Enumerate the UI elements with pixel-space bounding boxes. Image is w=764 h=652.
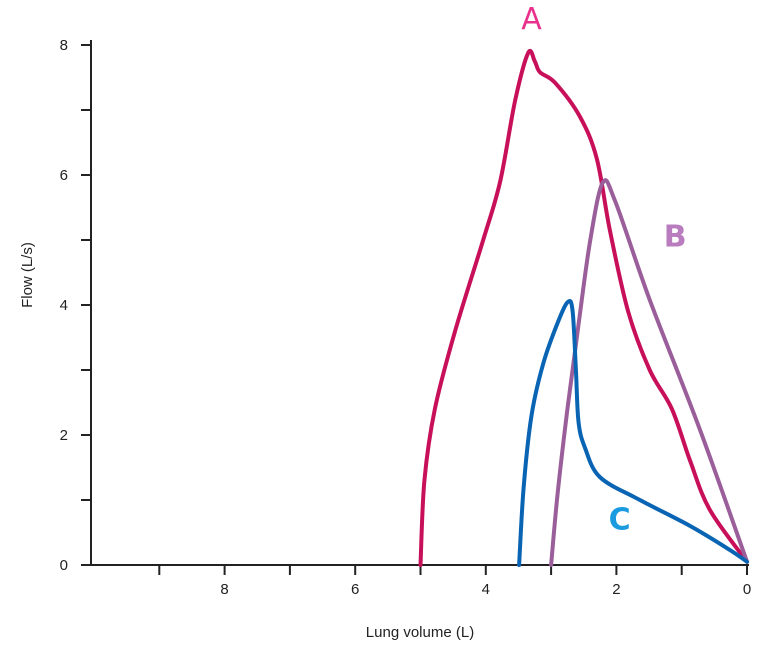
y-tick-label: 2 bbox=[60, 427, 68, 444]
curve-b bbox=[549, 178, 749, 567]
curve-a bbox=[418, 48, 749, 567]
curve-c bbox=[517, 299, 749, 567]
x-tick-label: 0 bbox=[743, 581, 751, 598]
curve-label-c: C bbox=[609, 502, 631, 537]
y-tick-label: 6 bbox=[60, 167, 68, 184]
y-axis-label: Flow (L/s) bbox=[19, 242, 36, 308]
curve-label-a: A bbox=[521, 2, 542, 37]
x-tick-label: 4 bbox=[482, 581, 490, 598]
y-tick-label: 4 bbox=[60, 297, 68, 314]
curve-label-b: B bbox=[664, 220, 687, 255]
y-tick-label: 0 bbox=[60, 557, 68, 574]
curves bbox=[418, 48, 749, 567]
x-tick-label: 8 bbox=[220, 581, 228, 598]
x-tick-label: 2 bbox=[612, 581, 620, 598]
x-axis-label: Lung volume (L) bbox=[366, 624, 474, 641]
y-tick-label: 8 bbox=[60, 37, 68, 54]
ticks: 8 6 4 2 0 0 2 4 6 8 bbox=[60, 37, 752, 598]
x-tick-label: 6 bbox=[351, 581, 359, 598]
curve-labels: A B C bbox=[521, 2, 686, 538]
